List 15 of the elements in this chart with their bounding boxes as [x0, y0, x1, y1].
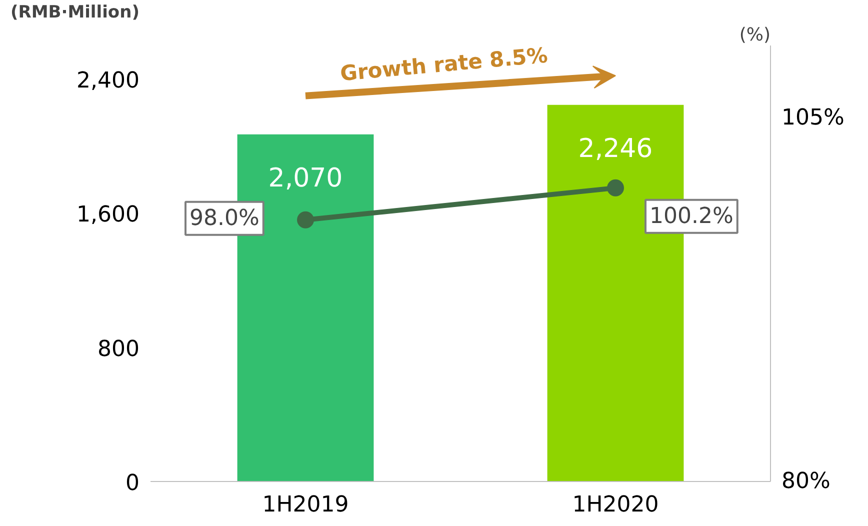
y-tick-label: 1,600	[76, 202, 140, 228]
y-tick-label: 2,400	[76, 68, 140, 94]
y-axis-title: (RMB·Million)	[10, 2, 140, 22]
data-label: 100.2%	[650, 204, 734, 229]
x-tick-label: 1H2020	[572, 492, 659, 518]
y-tick-label: 0	[126, 471, 140, 496]
data-label: 98.0%	[190, 206, 260, 231]
y2-tick-label: 105%	[782, 106, 844, 131]
data-label: 2,070	[268, 163, 343, 194]
x-tick-label: 1H2019	[262, 492, 349, 518]
y-tick-label: 800	[98, 336, 140, 362]
annotation: Growth rate 8.5%	[339, 43, 549, 86]
y2-tick-label: 80%	[782, 469, 830, 494]
data-label: 2,246	[578, 134, 653, 164]
y2-axis-title: (%)	[739, 24, 771, 46]
